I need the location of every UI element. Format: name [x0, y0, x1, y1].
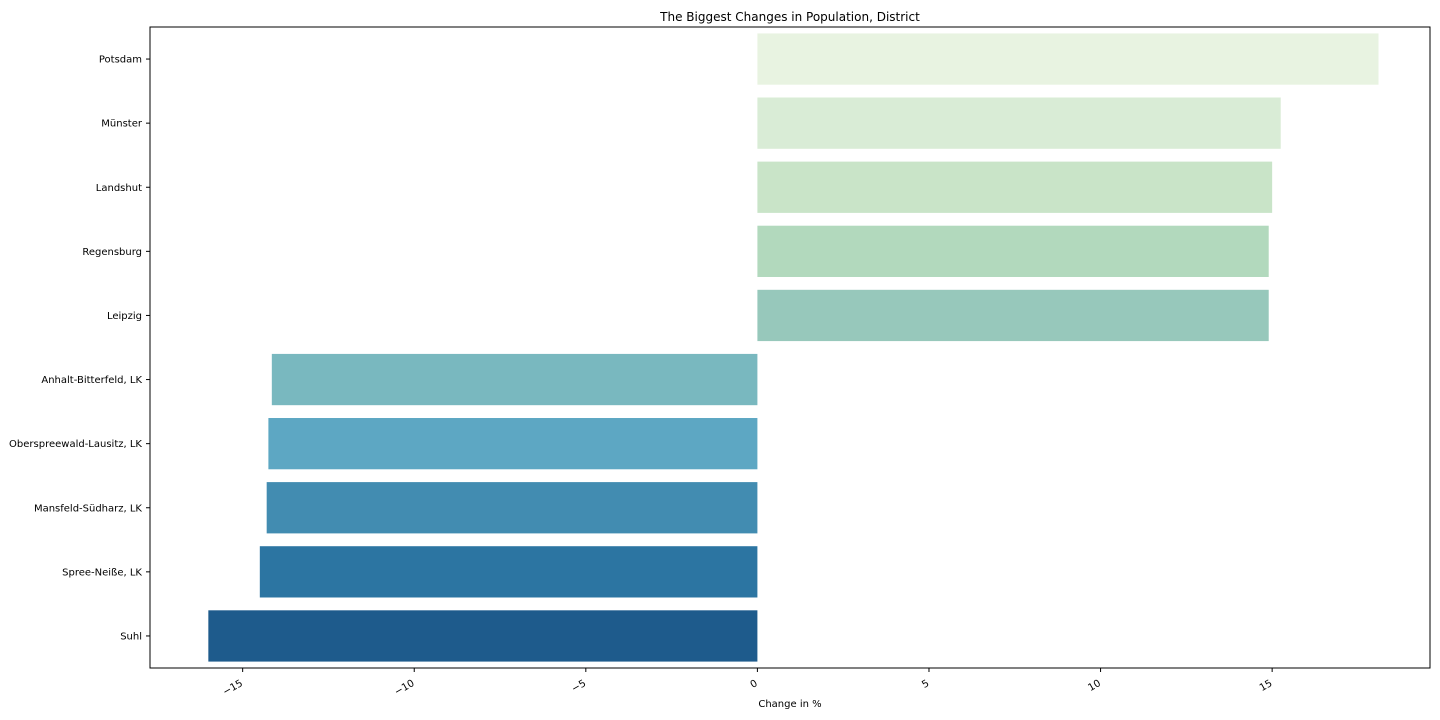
category-label: Regensburg [82, 247, 142, 258]
category-label: Oberspreewald-Lausitz, LK [9, 439, 142, 450]
bar-1 [757, 97, 1281, 149]
x-tick-label: 10 [1086, 678, 1103, 694]
category-label: Leipzig [107, 311, 142, 322]
bar-2 [757, 161, 1273, 213]
category-label: Potsdam [99, 55, 142, 66]
bar-4 [757, 289, 1269, 342]
category-label: Landshut [96, 183, 142, 194]
bar-9 [208, 610, 758, 662]
bar-6 [268, 418, 758, 470]
category-label: Suhl [120, 631, 142, 642]
bar-5 [271, 353, 758, 406]
x-tick-label: 15 [1258, 678, 1275, 694]
bar-7 [266, 482, 758, 534]
category-label: Spree-Neiße, LK [62, 567, 142, 578]
plot-frame [149, 26, 1431, 669]
category-labels: Potsdam Münster Landshut Regensburg Leipzig A… [9, 55, 150, 642]
x-axis-label: Change in % [758, 699, 821, 710]
x-tick-label: 0 [749, 678, 760, 691]
category-label: Mansfeld-Südharz, LK [34, 503, 142, 514]
x-tick-label: −10 [393, 678, 417, 698]
x-ticks: −15 −10 −5 0 5 10 15 [221, 668, 1274, 698]
x-tick-label: −5 [570, 678, 588, 695]
bar-3 [757, 225, 1269, 277]
chart-title: The Biggest Changes in Population, Distr… [659, 10, 920, 24]
bar-0 [757, 33, 1379, 85]
x-tick-label: −15 [221, 678, 245, 698]
bars-group [208, 33, 1379, 662]
bar-8 [259, 546, 758, 598]
x-tick-label: 5 [920, 678, 931, 691]
category-label: Münster [101, 119, 143, 130]
category-label: Anhalt-Bitterfeld, LK [41, 375, 142, 386]
